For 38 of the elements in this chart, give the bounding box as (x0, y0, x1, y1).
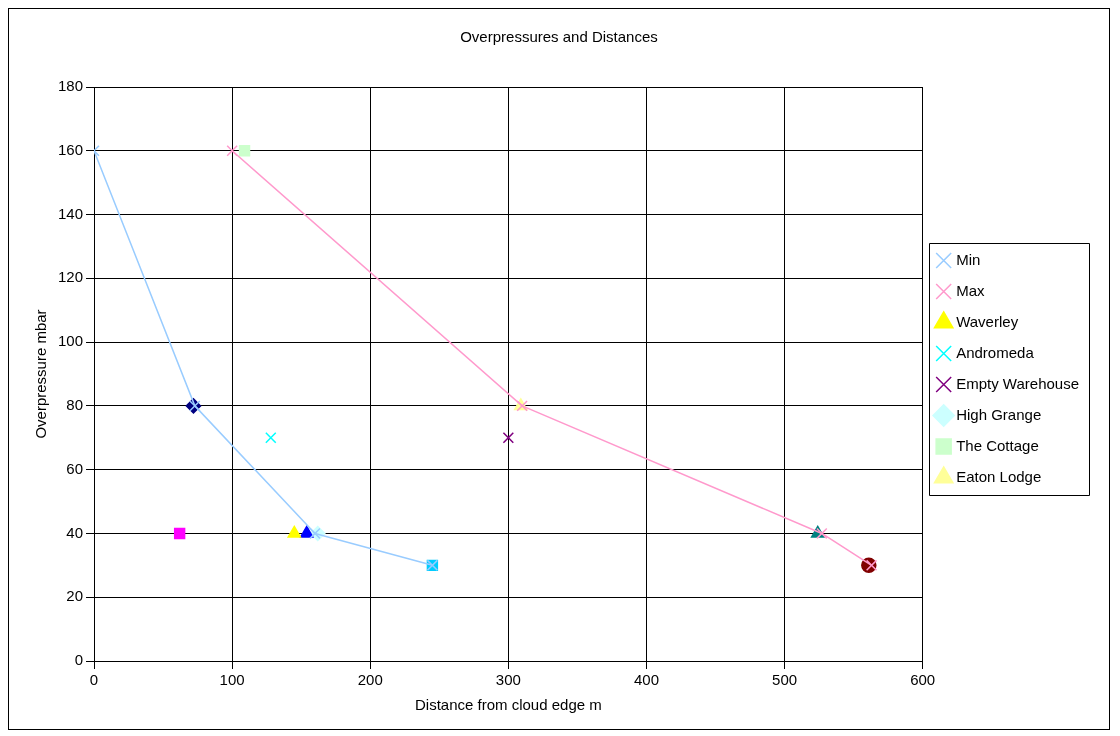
point (502, 432, 515, 444)
chart-title: Overpressures and Distances (460, 28, 658, 46)
point (265, 432, 277, 444)
legend-label: Eaton Lodge (956, 467, 1042, 485)
x-tick-label: 100 (219, 671, 245, 689)
y-tick-label: 20 (66, 587, 84, 605)
x-tick-label: 200 (357, 671, 383, 689)
legend-label: The Cottage (956, 436, 1039, 454)
y-tick-label: 100 (58, 332, 84, 350)
legend-label: Min (956, 250, 981, 268)
x-tick-label: 0 (89, 671, 99, 689)
x-tick-label: 300 (495, 671, 521, 689)
y-tick-label: 180 (58, 77, 84, 95)
y-axis-title: Overpressure mbar (32, 309, 50, 439)
y-tick-label: 60 (66, 459, 84, 477)
point (816, 527, 828, 540)
y-tick-label: 120 (58, 268, 84, 286)
y-tick-label: 160 (58, 140, 84, 158)
point (173, 527, 186, 540)
x-tick-label: 600 (910, 671, 936, 689)
point (865, 559, 878, 572)
y-tick-label: 140 (58, 204, 84, 222)
legend-label: Waverley (956, 312, 1019, 330)
point (299, 525, 314, 538)
x-axis-title: Distance from cloud edge m (414, 696, 602, 714)
legend-label: Andromeda (956, 343, 1035, 361)
y-tick-label: 0 (74, 651, 84, 669)
point (309, 527, 321, 540)
point (287, 525, 302, 538)
point (226, 145, 238, 157)
legend-label: Max (956, 281, 986, 299)
x-tick-label: 500 (772, 671, 798, 689)
point (238, 145, 251, 157)
y-tick-label: 80 (66, 396, 84, 414)
y-tick-label: 40 (66, 523, 84, 541)
x-tick-label: 400 (633, 671, 659, 689)
legend-label: Empty Warehouse (956, 374, 1079, 392)
legend-label: High Grange (956, 405, 1042, 423)
